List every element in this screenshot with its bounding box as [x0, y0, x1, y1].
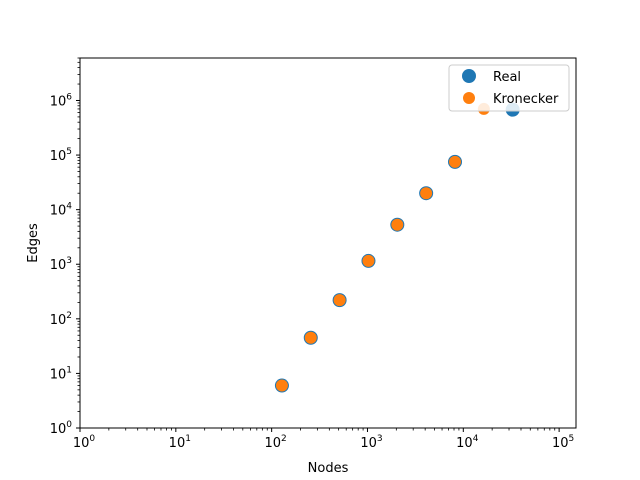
y-tick-label: 100	[50, 420, 73, 437]
legend-box	[448, 64, 570, 112]
x-tick-label: 105	[552, 434, 574, 451]
data-point-kronecker	[275, 379, 288, 392]
data-point-kronecker	[304, 331, 317, 344]
y-axis-label: Edges	[26, 223, 41, 263]
x-tick-label: 104	[456, 434, 479, 451]
y-tick-label: 105	[50, 147, 72, 164]
x-axis-label: Nodes	[308, 461, 349, 476]
y-tick-label: 103	[50, 256, 72, 273]
data-point-kronecker	[449, 155, 462, 168]
axis-ticks: 100 101 102 103 104 105 100 101 102 103 104 105 106	[50, 57, 574, 451]
x-tick-label: 103	[360, 434, 382, 451]
legend-label-real: Real	[493, 70, 521, 85]
data-point-kronecker	[362, 254, 375, 267]
data-point-kronecker	[391, 218, 404, 231]
y-tick-label: 104	[50, 202, 73, 219]
x-tick-label: 102	[265, 434, 287, 451]
data-point-kronecker	[420, 187, 433, 200]
x-tick-label: 100	[73, 434, 96, 451]
legend-marker-kronecker	[463, 92, 475, 104]
y-tick-label: 102	[50, 311, 72, 328]
data-point-kronecker	[333, 294, 346, 307]
legend-label-kronecker: Kronecker	[493, 92, 559, 107]
x-tick-label: 101	[169, 434, 191, 451]
y-tick-label: 106	[50, 92, 73, 109]
plot-area-frame	[79, 57, 577, 429]
y-tick-label: 101	[50, 365, 72, 382]
legend-marker-real	[462, 69, 476, 83]
legend: Real Kronecker	[448, 64, 570, 112]
